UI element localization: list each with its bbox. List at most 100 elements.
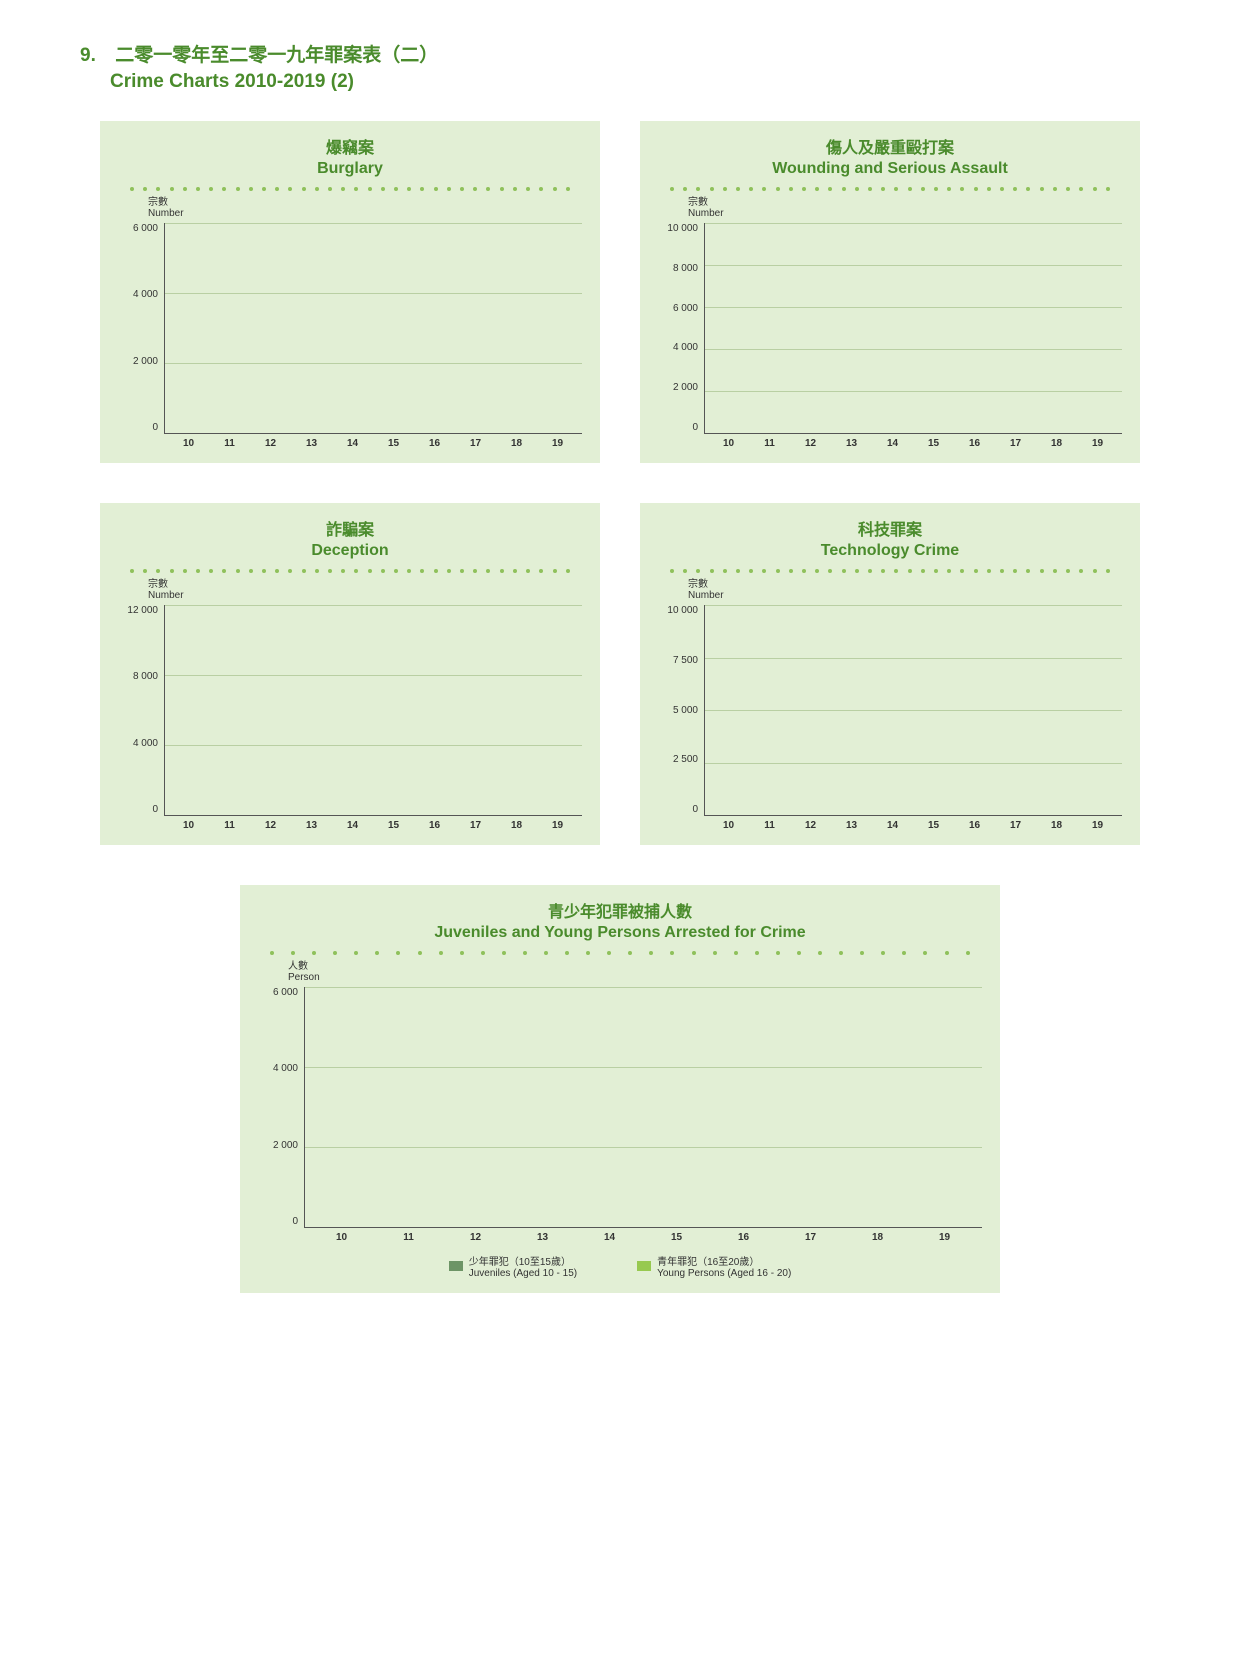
chart-panel-juveniles: 青少年犯罪被捕人數Juveniles and Young Persons Arr… [240,885,1000,1293]
x-tick-label: 17 [995,438,1036,449]
chart-panel-deception: 詐騙案Deception宗數Number12 0008 0004 0000101… [100,503,600,845]
chart-panel-tech: 科技罪案Technology Crime宗數Number10 0007 5005… [640,503,1140,845]
x-tick-label: 16 [414,438,455,449]
y-tick-label: 2 000 [273,1140,298,1151]
y-tick-label: 10 000 [667,223,698,234]
x-tick-label: 19 [1077,820,1118,831]
decorative-dots [118,179,582,197]
x-tick-label: 11 [209,820,250,831]
y-tick-label: 10 000 [667,605,698,616]
x-tick-label: 12 [790,820,831,831]
x-tick-label: 19 [911,1232,978,1243]
y-tick-label: 0 [152,422,158,433]
x-tick-label: 11 [209,438,250,449]
x-tick-label: 14 [872,820,913,831]
chart-panel-burglary: 爆竊案Burglary宗數Number6 0004 0002 000010111… [100,121,600,463]
y-tick-label: 8 000 [673,263,698,274]
y-tick-label: 12 000 [127,605,158,616]
chart-title: 科技罪案Technology Crime [658,521,1122,561]
legend-item: 青年罪犯（16至20歲）Young Persons (Aged 16 - 20) [637,1253,791,1279]
x-tick-label: 18 [844,1232,911,1243]
x-tick-label: 19 [537,820,578,831]
x-tick-label: 18 [1036,438,1077,449]
y-tick-label: 2 000 [133,356,158,367]
x-tick-label: 12 [250,438,291,449]
x-tick-label: 13 [291,438,332,449]
chart-title-zh: 傷人及嚴重毆打案 [658,139,1122,159]
x-tick-label: 14 [332,820,373,831]
bars-container [705,223,1122,433]
chart-title: 青少年犯罪被捕人數Juveniles and Young Persons Arr… [258,903,982,943]
chart-title: 傷人及嚴重毆打案Wounding and Serious Assault [658,139,1122,179]
y-axis-ticks: 10 0007 5005 0002 5000 [658,605,704,815]
x-tick-label: 18 [496,438,537,449]
x-tick-label: 10 [708,438,749,449]
page-title-zh: 二零一零年至二零一九年罪案表（二） [115,45,438,66]
legend-item: 少年罪犯（10至15歲）Juveniles (Aged 10 - 15) [449,1253,577,1279]
x-tick-label: 15 [643,1232,710,1243]
legend-swatch [637,1261,651,1271]
x-tick-label: 16 [954,820,995,831]
x-tick-label: 11 [749,438,790,449]
chart-plot [164,223,582,434]
x-tick-label: 14 [576,1232,643,1243]
chart-title: 爆竊案Burglary [118,139,582,179]
x-tick-label: 18 [1036,820,1077,831]
chart-title-en: Wounding and Serious Assault [658,159,1122,179]
x-tick-label: 17 [777,1232,844,1243]
x-tick-label: 17 [455,820,496,831]
chart-plot [704,605,1122,816]
chart-title-en: Deception [118,541,582,561]
bars-container [165,223,582,433]
y-axis-label: 宗數Number [688,197,1122,219]
y-tick-label: 4 000 [673,342,698,353]
chart-title-en: Technology Crime [658,541,1122,561]
x-tick-label: 13 [831,438,872,449]
section-number: 9. [80,45,110,67]
y-axis-ticks: 6 0004 0002 0000 [258,987,304,1227]
y-tick-label: 6 000 [133,223,158,234]
bars-container [165,605,582,815]
x-axis-ticks: 10111213141516171819 [704,434,1122,449]
chart-plot [164,605,582,816]
x-tick-label: 10 [308,1232,375,1243]
x-tick-label: 15 [373,438,414,449]
x-tick-label: 19 [537,438,578,449]
x-tick-label: 13 [831,820,872,831]
page-title-en: Crime Charts 2010-2019 (2) [110,71,1160,93]
y-tick-label: 0 [692,422,698,433]
chart-legend: 少年罪犯（10至15歲）Juveniles (Aged 10 - 15) 青年罪犯… [258,1253,982,1279]
y-tick-label: 2 000 [673,382,698,393]
y-axis-label: 人數Person [288,961,982,983]
x-tick-label: 16 [414,820,455,831]
y-tick-label: 5 000 [673,705,698,716]
page-header: 9. 二零一零年至二零一九年罪案表（二） Crime Charts 2010-2… [80,40,1160,93]
y-tick-label: 7 500 [673,655,698,666]
y-axis-ticks: 12 0008 0004 0000 [118,605,164,815]
x-tick-label: 16 [954,438,995,449]
chart-title-zh: 青少年犯罪被捕人數 [258,903,982,923]
x-tick-label: 13 [509,1232,576,1243]
decorative-dots [658,179,1122,197]
y-tick-label: 4 000 [133,738,158,749]
y-tick-label: 0 [292,1216,298,1227]
x-tick-label: 12 [442,1232,509,1243]
x-axis-ticks: 10111213141516171819 [164,434,582,449]
x-tick-label: 12 [250,820,291,831]
x-tick-label: 16 [710,1232,777,1243]
x-tick-label: 11 [749,820,790,831]
y-tick-label: 6 000 [273,987,298,998]
x-tick-label: 10 [708,820,749,831]
decorative-dots [258,943,982,961]
chart-title-zh: 詐騙案 [118,521,582,541]
y-axis-label: 宗數Number [148,197,582,219]
x-axis-ticks: 10111213141516171819 [164,816,582,831]
x-tick-label: 17 [455,438,496,449]
y-tick-label: 0 [152,804,158,815]
y-axis-ticks: 6 0004 0002 0000 [118,223,164,433]
x-tick-label: 14 [872,438,913,449]
decorative-dots [658,561,1122,579]
x-tick-label: 15 [913,438,954,449]
x-tick-label: 10 [168,438,209,449]
chart-plot [704,223,1122,434]
